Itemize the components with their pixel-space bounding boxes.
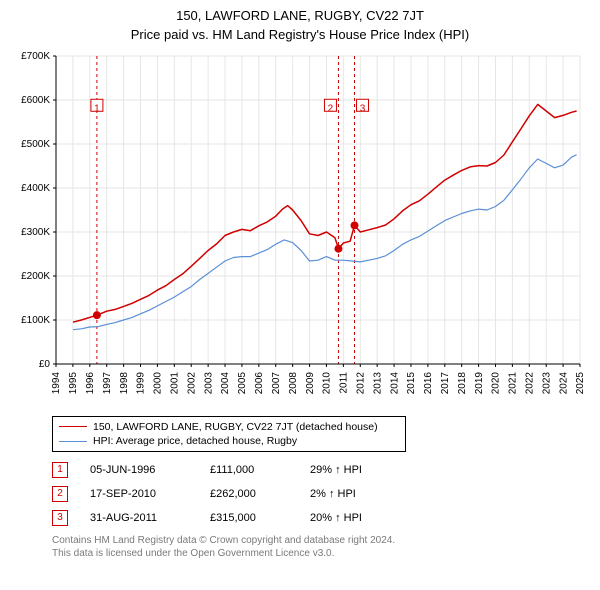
svg-text:2022: 2022: [524, 371, 535, 394]
event-diff: 29% ↑ HPI: [310, 464, 362, 476]
event-marker: 1: [52, 462, 68, 478]
svg-text:£200K: £200K: [21, 271, 50, 282]
legend-item: 150, LAWFORD LANE, RUGBY, CV22 7JT (deta…: [59, 420, 399, 434]
legend: 150, LAWFORD LANE, RUGBY, CV22 7JT (deta…: [52, 416, 406, 452]
svg-text:2006: 2006: [254, 371, 265, 394]
svg-text:1998: 1998: [119, 371, 130, 394]
event-price: £111,000: [210, 464, 310, 476]
svg-text:2002: 2002: [186, 371, 197, 394]
legend-label: HPI: Average price, detached house, Rugb…: [93, 434, 297, 448]
event-diff: 20% ↑ HPI: [310, 512, 362, 524]
svg-text:2008: 2008: [288, 371, 299, 394]
svg-text:2018: 2018: [457, 371, 468, 394]
svg-text:2025: 2025: [575, 371, 586, 394]
svg-text:2014: 2014: [389, 371, 400, 394]
svg-text:2016: 2016: [423, 371, 434, 394]
event-row: 2 17-SEP-2010£262,0002% ↑ HPI: [52, 486, 588, 502]
attribution-footer: Contains HM Land Registry data © Crown c…: [52, 534, 588, 560]
event-price: £262,000: [210, 488, 310, 500]
svg-text:£600K: £600K: [21, 95, 50, 106]
event-row: 3 31-AUG-2011£315,00020% ↑ HPI: [52, 510, 588, 526]
svg-text:£700K: £700K: [21, 51, 50, 62]
svg-text:£400K: £400K: [21, 183, 50, 194]
event-row: 1 05-JUN-1996£111,00029% ↑ HPI: [52, 462, 588, 478]
event-diff: 2% ↑ HPI: [310, 488, 356, 500]
svg-text:1: 1: [94, 103, 100, 114]
svg-text:£0: £0: [39, 359, 51, 370]
svg-text:2012: 2012: [355, 371, 366, 394]
event-date: 31-AUG-2011: [90, 512, 210, 524]
svg-text:2019: 2019: [474, 371, 485, 394]
legend-swatch: [59, 441, 87, 442]
sale-events-table: 1 05-JUN-1996£111,00029% ↑ HPI 2 17-SEP-201…: [52, 462, 588, 526]
svg-text:3: 3: [360, 103, 366, 114]
svg-text:1997: 1997: [102, 371, 113, 394]
footer-line1: Contains HM Land Registry data © Crown c…: [52, 534, 588, 547]
svg-text:2005: 2005: [237, 371, 248, 394]
svg-text:2001: 2001: [170, 371, 181, 394]
svg-text:£500K: £500K: [21, 139, 50, 150]
svg-text:2000: 2000: [153, 371, 164, 394]
title-subtitle: Price paid vs. HM Land Registry's House …: [12, 27, 588, 44]
line-chart-svg: £0 £100K £200K £300K £400K £500K £600K £700K 199…: [12, 50, 588, 410]
svg-text:2013: 2013: [372, 371, 383, 394]
footer-line2: This data is licensed under the Open Gov…: [52, 547, 588, 560]
svg-text:1995: 1995: [68, 371, 79, 394]
title-address: 150, LAWFORD LANE, RUGBY, CV22 7JT: [12, 8, 588, 25]
event-date: 05-JUN-1996: [90, 464, 210, 476]
svg-text:£300K: £300K: [21, 227, 50, 238]
svg-text:2007: 2007: [271, 371, 282, 394]
event-date: 17-SEP-2010: [90, 488, 210, 500]
svg-text:2015: 2015: [406, 371, 417, 394]
svg-text:2017: 2017: [440, 371, 451, 394]
svg-text:2011: 2011: [339, 371, 350, 393]
svg-text:1994: 1994: [51, 371, 62, 394]
event-marker: 3: [52, 510, 68, 526]
chart-area: £0 £100K £200K £300K £400K £500K £600K £700K 199…: [12, 50, 588, 410]
svg-text:2: 2: [328, 103, 334, 114]
legend-label: 150, LAWFORD LANE, RUGBY, CV22 7JT (deta…: [93, 420, 378, 434]
svg-text:2004: 2004: [220, 371, 231, 394]
svg-text:1996: 1996: [85, 371, 96, 394]
svg-text:2020: 2020: [491, 371, 502, 394]
svg-text:2023: 2023: [541, 371, 552, 394]
event-price: £315,000: [210, 512, 310, 524]
svg-text:1999: 1999: [136, 371, 147, 394]
svg-text:2024: 2024: [558, 371, 569, 394]
legend-swatch: [59, 426, 87, 427]
legend-item: HPI: Average price, detached house, Rugb…: [59, 434, 399, 448]
event-marker: 2: [52, 486, 68, 502]
svg-text:2003: 2003: [203, 371, 214, 394]
chart-title: 150, LAWFORD LANE, RUGBY, CV22 7JT Price…: [12, 8, 588, 44]
svg-text:2010: 2010: [322, 371, 333, 394]
svg-text:2009: 2009: [305, 371, 316, 394]
svg-text:2021: 2021: [508, 371, 519, 394]
svg-text:£100K: £100K: [21, 315, 50, 326]
